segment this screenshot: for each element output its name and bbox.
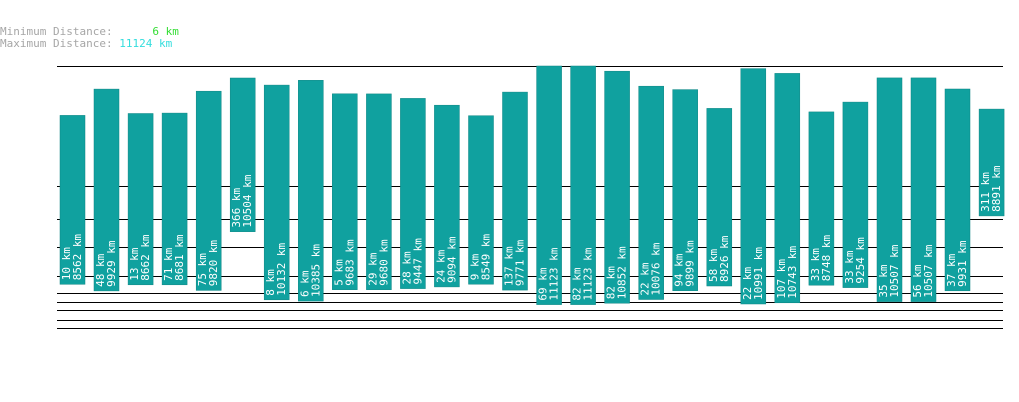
- bar-max-label: 9254 km: [854, 237, 867, 284]
- bar: [706, 108, 733, 287]
- bar-max-label: 9931 km: [956, 240, 969, 287]
- bar-min-label: 22 km: [639, 262, 652, 295]
- bar: [740, 68, 767, 305]
- bar-min-label: 137 km: [503, 246, 516, 286]
- bar: [774, 73, 801, 304]
- bar-max-label: 8549 km: [480, 233, 493, 280]
- bar-min-label: 75 km: [196, 253, 209, 286]
- bar-max-label: 10507 km: [888, 244, 901, 297]
- bar: [229, 77, 256, 232]
- bar: [944, 88, 971, 292]
- bar-max-label: 10132 km: [275, 242, 288, 295]
- bar: [570, 65, 596, 305]
- bar-max-label: 9447 km: [411, 238, 424, 285]
- bar-max-label: 8891 km: [990, 165, 1003, 212]
- bar: [672, 89, 698, 291]
- bar: [127, 113, 154, 286]
- bar-max-label: 9680 km: [377, 239, 390, 286]
- bar-max-label: 11123 km: [582, 247, 595, 300]
- bar: [93, 88, 120, 292]
- bar-min-label: 58 km: [707, 249, 720, 282]
- bar-max-label: 8662 km: [139, 234, 152, 281]
- bar-min-label: 13 km: [128, 247, 141, 280]
- bar-min-label: 33 km: [843, 250, 856, 283]
- bar: [638, 85, 664, 300]
- bar-min-label: 28 km: [400, 251, 413, 284]
- max-distance-label: Maximum Distance:: [0, 37, 113, 50]
- bar-max-label: 10852 km: [616, 246, 629, 299]
- bar: [332, 93, 358, 290]
- bar-max-label: 8562 km: [71, 234, 84, 281]
- bar-max-label: 10991 km: [752, 247, 765, 300]
- bar: [161, 112, 188, 286]
- bar-max-label: 11123 km: [548, 247, 561, 300]
- bar-min-label: 35 km: [877, 264, 890, 297]
- bar-min-label: 33 km: [809, 248, 822, 281]
- bar-min-label: 5 km: [332, 259, 345, 286]
- bar: [298, 80, 324, 302]
- bar-min-label: 69 km: [537, 267, 550, 300]
- bar-min-label: 107 km: [775, 259, 788, 299]
- bar-min-label: 24 km: [434, 249, 447, 282]
- bar-max-label: 10076 km: [650, 242, 663, 295]
- bar-min-label: 82 km: [571, 267, 584, 300]
- bar-min-label: 366 km: [230, 187, 243, 227]
- bar: [978, 108, 1005, 217]
- bar-min-label: 56 km: [911, 264, 924, 297]
- bar: [876, 77, 903, 302]
- bar-max-label: 8748 km: [820, 234, 833, 281]
- bar-max-label: 8926 km: [718, 235, 731, 282]
- max-distance-value: 11124 km: [119, 37, 173, 50]
- bar: [604, 70, 630, 304]
- min-distance-label: Minimum Distance:: [0, 25, 113, 38]
- bar-max-label: 10507 km: [922, 244, 935, 297]
- bar: [808, 111, 835, 286]
- bar: [536, 65, 562, 305]
- bar-max-label: 9820 km: [207, 240, 220, 287]
- bar-min-label: 10 km: [60, 247, 73, 280]
- bar: [195, 90, 222, 291]
- bar: [366, 93, 392, 290]
- bar: [842, 101, 869, 288]
- bar-min-label: 94 km: [673, 253, 686, 286]
- bar-max-label: 9094 km: [445, 236, 458, 283]
- bar: [59, 115, 86, 285]
- bar-min-label: 9 km: [469, 253, 482, 280]
- bar-min-label: 6 km: [298, 270, 311, 297]
- bar-min-label: 311 km: [979, 172, 992, 212]
- bar-min-label: 37 km: [945, 253, 958, 286]
- bar-min-label: 8 km: [264, 269, 277, 296]
- bar: [910, 77, 937, 302]
- distance-summary: Minimum Distance: 6 km Maximum Distance:…: [0, 26, 179, 50]
- bar-max-label: 10385 km: [309, 244, 322, 297]
- bar-max-label: 9683 km: [343, 239, 356, 286]
- bar-min-label: 29 km: [366, 252, 379, 285]
- bar: [400, 98, 426, 289]
- min-distance-value: 6 km: [152, 25, 179, 38]
- bar-max-label: 8681 km: [173, 234, 186, 281]
- bar-min-label: 48 km: [94, 253, 107, 286]
- bar: [502, 91, 528, 291]
- bar-min-label: 82 km: [605, 266, 618, 299]
- bar-min-label: 71 km: [162, 247, 175, 280]
- bar-max-label: 10743 km: [786, 245, 799, 298]
- bar-max-label: 9899 km: [684, 240, 697, 287]
- bar: [468, 115, 494, 285]
- bar-max-label: 9929 km: [105, 240, 118, 287]
- bar-min-label: 22 km: [741, 267, 754, 300]
- bar: [434, 104, 460, 288]
- bar-max-label: 10504 km: [241, 174, 254, 227]
- bar: [263, 84, 290, 301]
- bar-max-label: 9771 km: [514, 239, 527, 286]
